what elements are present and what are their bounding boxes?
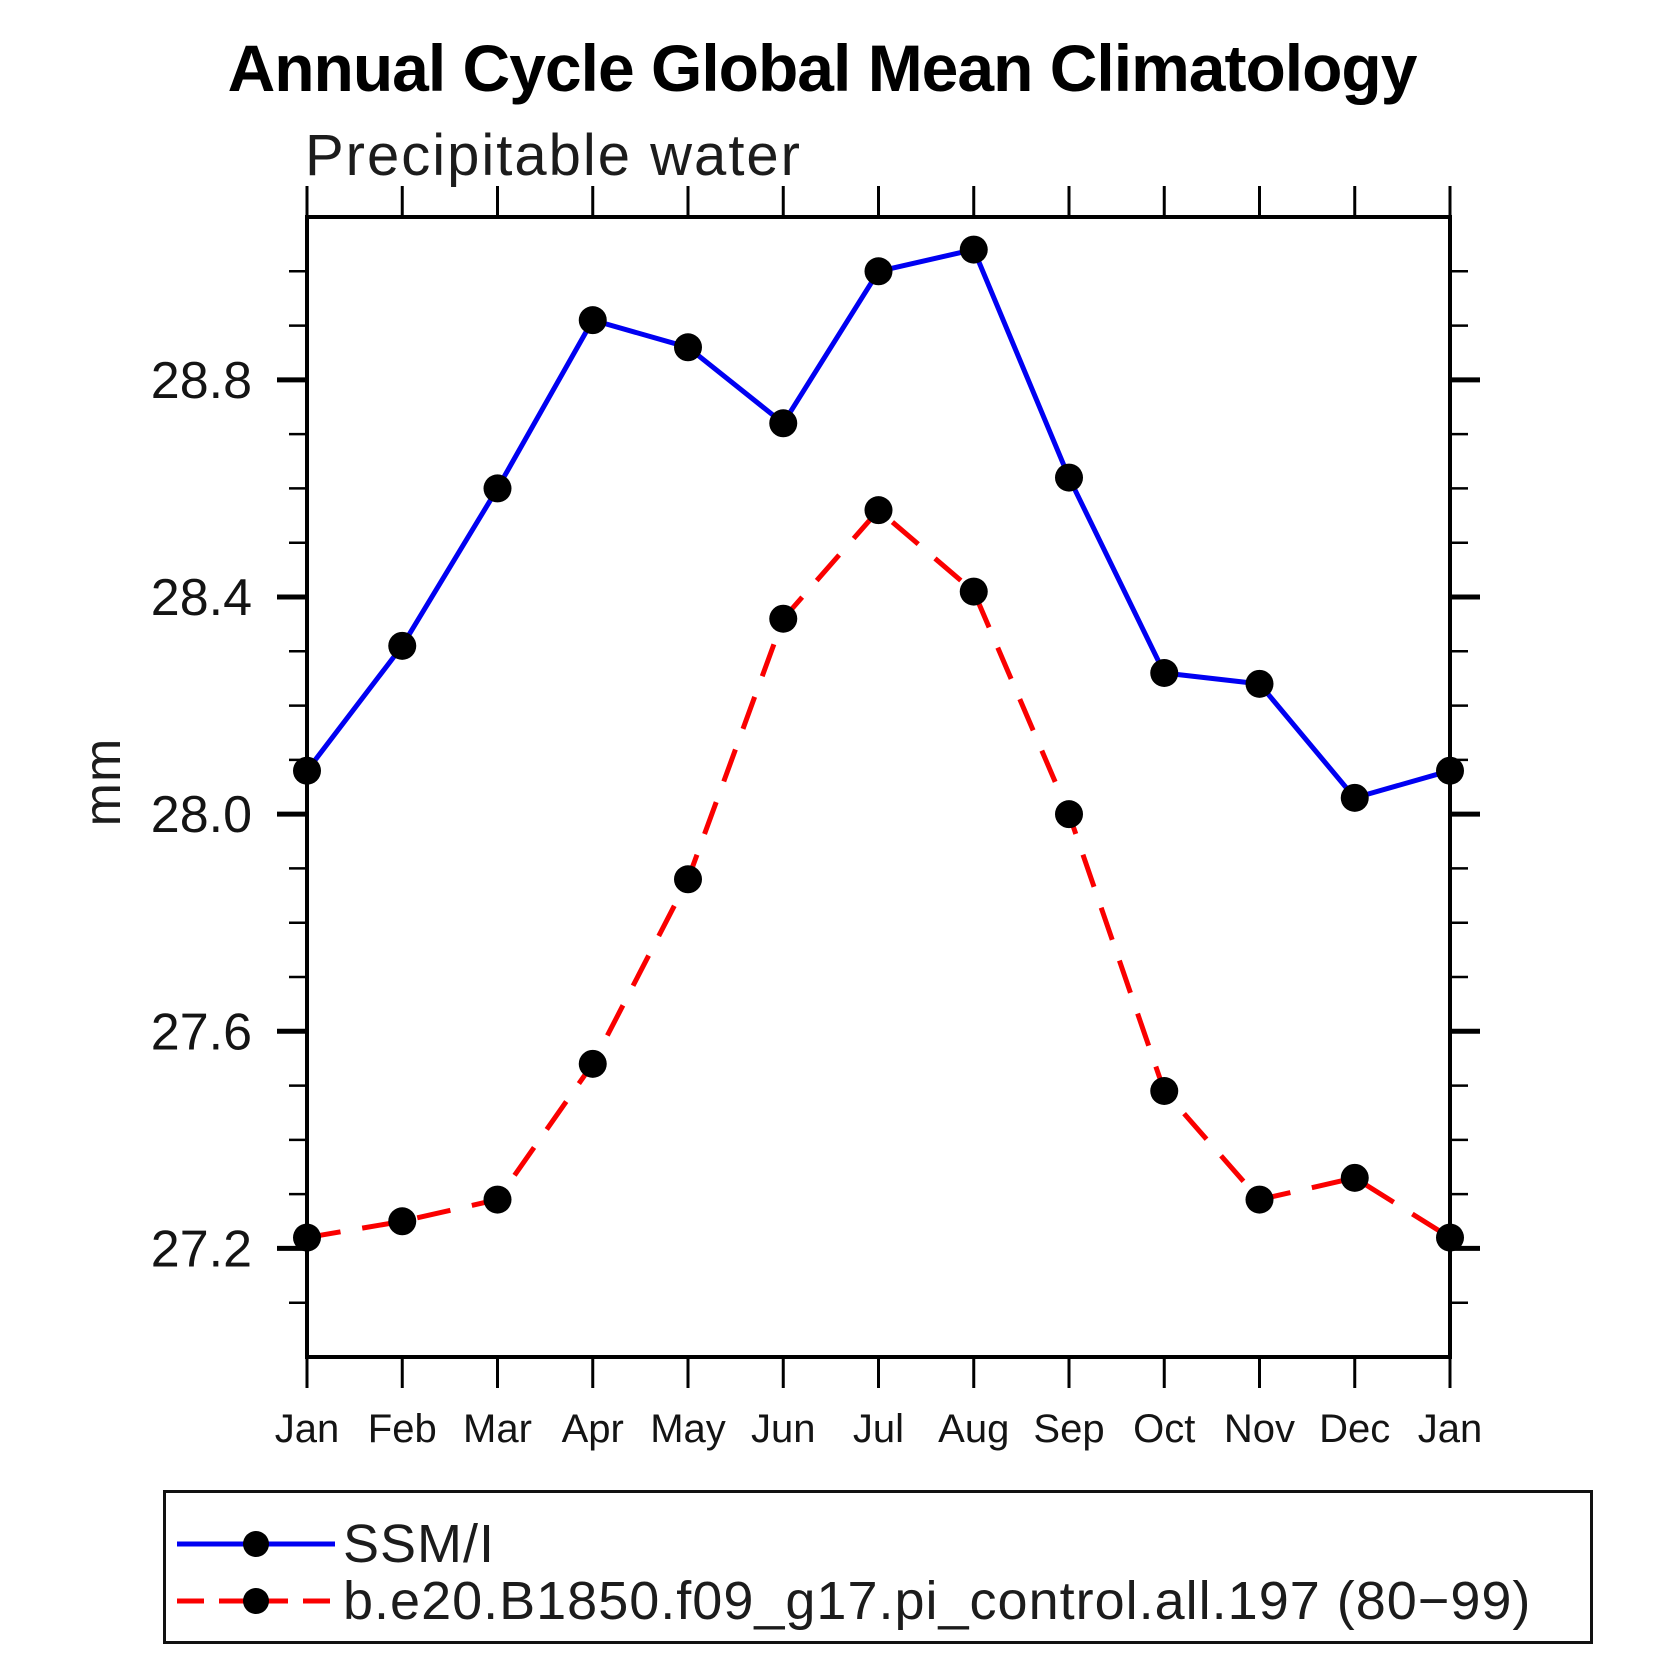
x-tick-label: Oct (1133, 1407, 1195, 1451)
x-tick-label: Feb (368, 1407, 437, 1451)
chart-subtitle: Precipitable water (305, 123, 802, 188)
y-tick-label: 27.6 (151, 1003, 252, 1061)
data-point-series-1 (293, 1223, 321, 1252)
data-point-series-0 (674, 333, 702, 362)
x-tick-label: Aug (938, 1407, 1009, 1451)
legend-sample-line-ssmi (177, 1531, 335, 1557)
data-point-series-1 (674, 865, 702, 894)
x-tick-label: Jan (275, 1407, 340, 1451)
legend-label-model: b.e20.B1850.f09_g17.pi_control.all.197 (… (343, 1571, 1532, 1631)
legend-item-ssmi: SSM/I (173, 1514, 495, 1574)
legend-box: SSM/I b.e20.B1850.f09_g17.pi_control.all… (163, 1490, 1593, 1644)
data-point-series-0 (1055, 463, 1083, 492)
data-point-series-0 (864, 257, 893, 286)
x-tick-label: Jun (751, 1407, 816, 1451)
y-tick-label: 28.0 (151, 786, 252, 844)
x-tick-label: Dec (1319, 1407, 1390, 1451)
data-point-series-0 (959, 235, 988, 264)
legend-item-model: b.e20.B1850.f09_g17.pi_control.all.197 (… (173, 1571, 1531, 1631)
data-point-series-1 (388, 1207, 417, 1236)
x-tick-label: Nov (1224, 1407, 1295, 1451)
y-tick-label: 28.8 (151, 352, 252, 410)
data-point-series-1 (1436, 1223, 1464, 1252)
legend-sample-line-model (177, 1588, 335, 1614)
data-point-series-0 (388, 631, 417, 660)
data-point-series-0 (1150, 659, 1179, 687)
x-tick-label: Jan (1418, 1407, 1483, 1451)
x-tick-label: Mar (463, 1407, 532, 1451)
legend-marker-dot (243, 1531, 269, 1557)
data-point-series-0 (483, 474, 512, 503)
data-point-series-1 (1055, 800, 1083, 829)
data-point-series-1 (769, 604, 798, 633)
data-point-series-0 (1340, 783, 1369, 812)
y-tick-label: 27.2 (151, 1220, 252, 1278)
x-tick-label: Sep (1033, 1407, 1104, 1451)
data-point-series-1 (578, 1049, 607, 1078)
series-line-1 (306, 507, 1452, 1241)
data-point-series-0 (293, 756, 321, 785)
data-point-series-1 (483, 1185, 512, 1214)
x-tick-label: Apr (562, 1407, 624, 1451)
x-tick-label: May (650, 1407, 726, 1451)
data-point-series-1 (1245, 1185, 1274, 1214)
chart-title: Annual Cycle Global Mean Climatology (227, 31, 1418, 105)
legend-label-ssmi: SSM/I (343, 1514, 496, 1574)
plot-frame (305, 215, 1452, 1359)
y-tick-label: 28.4 (151, 569, 252, 627)
data-point-series-1 (1150, 1077, 1179, 1105)
x-tick-label: Jul (853, 1407, 904, 1451)
data-point-series-0 (769, 409, 798, 438)
data-point-series-0 (1245, 669, 1274, 698)
data-point-series-1 (959, 577, 988, 606)
data-point-series-1 (1340, 1163, 1369, 1192)
data-point-series-0 (578, 306, 607, 335)
data-point-series-1 (864, 496, 893, 525)
legend-marker-dot (243, 1588, 269, 1614)
data-point-series-0 (1436, 756, 1464, 785)
